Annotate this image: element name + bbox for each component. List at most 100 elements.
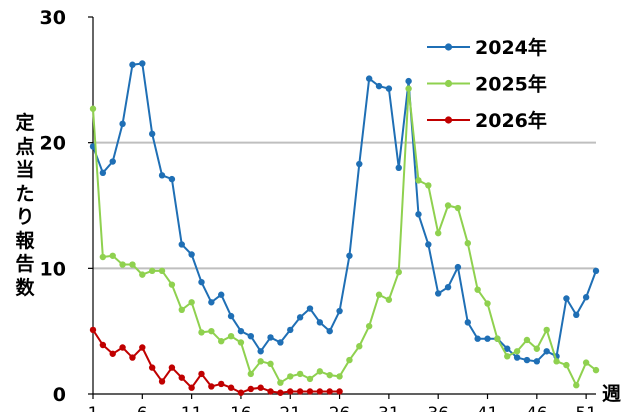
series-0	[89, 60, 600, 365]
data-point	[336, 307, 343, 315]
data-point	[484, 335, 491, 342]
data-point	[148, 364, 156, 371]
series-line	[92, 329, 340, 394]
data-point	[316, 388, 324, 395]
data-point	[89, 105, 97, 112]
y-axis-label-char: 告	[15, 253, 35, 275]
data-point	[573, 382, 580, 389]
y-tick-label: 20	[40, 133, 66, 155]
y-tick-label: 30	[40, 7, 66, 29]
data-point	[444, 283, 452, 291]
data-point	[89, 326, 97, 334]
x-tick-label: 31	[378, 404, 400, 412]
data-point	[247, 332, 255, 340]
data-point	[158, 267, 166, 275]
data-point	[227, 312, 235, 320]
y-axis-label-char: 報	[15, 229, 35, 252]
data-point	[139, 344, 146, 351]
data-point	[592, 366, 600, 374]
data-point	[119, 261, 126, 268]
data-point	[158, 172, 166, 179]
data-point	[257, 384, 264, 391]
data-point	[582, 294, 590, 301]
data-point	[385, 85, 393, 92]
data-point	[336, 388, 343, 395]
data-point	[257, 348, 264, 355]
data-point	[277, 389, 284, 396]
data-point	[592, 267, 600, 275]
data-point	[277, 339, 284, 346]
data-point	[267, 388, 274, 395]
data-point	[168, 364, 176, 371]
x-tick-label: 21	[279, 404, 301, 412]
data-point	[237, 327, 245, 335]
data-point	[99, 341, 107, 349]
y-axis-label-char: た	[15, 182, 35, 205]
x-tick-label: 51	[575, 404, 597, 412]
series-line	[92, 62, 597, 363]
legend-item: 2025年	[427, 73, 547, 96]
data-point	[326, 388, 333, 395]
data-point	[277, 379, 284, 386]
data-point	[464, 240, 471, 247]
data-point	[218, 338, 225, 345]
series-line	[92, 87, 597, 387]
data-point	[148, 267, 156, 275]
data-point	[346, 252, 353, 259]
data-point	[188, 251, 195, 258]
x-tick-label: 46	[526, 404, 548, 412]
data-point	[365, 75, 373, 82]
data-point	[237, 389, 245, 396]
data-point	[504, 345, 511, 352]
data-point	[109, 252, 116, 259]
data-point	[306, 305, 314, 312]
y-axis-label-char: 点	[15, 135, 35, 158]
data-point	[454, 263, 462, 271]
data-point	[405, 77, 412, 85]
data-point	[178, 374, 185, 381]
data-point	[227, 384, 235, 391]
data-point	[247, 385, 255, 393]
data-point	[553, 358, 560, 365]
data-point	[326, 371, 333, 379]
data-point	[523, 356, 531, 364]
data-point	[474, 335, 481, 342]
y-axis-label-char: 定	[15, 112, 35, 134]
y-axis-label-char: 数	[15, 276, 35, 299]
legend-marker	[444, 43, 453, 51]
series-1	[89, 85, 600, 389]
data-point	[346, 356, 353, 364]
y-axis-label: 定点当たり報告数	[10, 112, 40, 300]
data-point	[415, 211, 422, 218]
data-point	[168, 175, 176, 183]
data-point	[139, 60, 146, 67]
x-tick-label: 26	[329, 404, 351, 412]
data-point	[336, 373, 343, 380]
legend-label: 2024年	[475, 36, 547, 59]
data-point	[129, 61, 136, 68]
data-point	[425, 241, 432, 248]
data-point	[533, 345, 541, 352]
legend: 2024年 2025年 2026年	[427, 36, 547, 132]
data-point	[513, 354, 521, 361]
x-tick-label: 1	[88, 404, 99, 412]
y-tick-label: 10	[40, 258, 66, 280]
data-point	[513, 348, 521, 355]
data-point	[247, 370, 255, 378]
x-axis-label: 週	[602, 383, 621, 405]
data-point	[306, 375, 314, 383]
data-point	[375, 82, 383, 90]
data-point	[178, 241, 185, 248]
data-point	[119, 120, 126, 128]
data-point	[139, 271, 146, 278]
data-point	[484, 300, 491, 307]
data-point	[356, 160, 363, 168]
legend-item: 2026年	[427, 109, 547, 132]
legend-label: 2025年	[475, 73, 547, 96]
data-point	[158, 378, 166, 385]
data-point	[306, 388, 314, 395]
data-point	[563, 295, 570, 302]
data-point	[198, 278, 205, 286]
x-tick-label: 16	[230, 404, 252, 412]
data-point	[365, 322, 373, 330]
